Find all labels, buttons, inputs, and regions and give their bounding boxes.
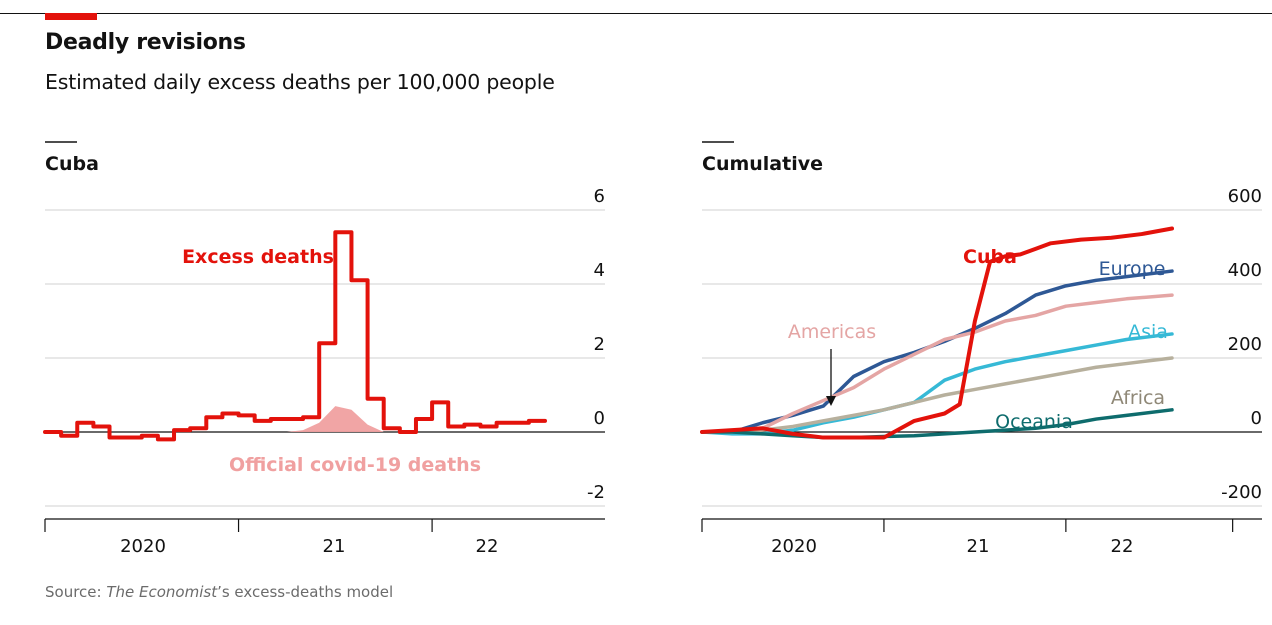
left-x-label-2020: 2020 bbox=[120, 536, 166, 557]
americas-pointer-arrow bbox=[826, 396, 836, 406]
label-official-covid-deaths: Official covid-19 deaths bbox=[229, 454, 481, 476]
left-y-tick-label: -2 bbox=[587, 482, 605, 503]
right-y-tick-label: 200 bbox=[1228, 334, 1262, 355]
left-y-tick-label: 4 bbox=[594, 260, 605, 281]
right-y-tick-label: 0 bbox=[1251, 408, 1262, 429]
right-y-tick-label: -200 bbox=[1221, 482, 1262, 503]
right-x-label-2020: 2020 bbox=[771, 536, 817, 557]
right-y-tick-label: 600 bbox=[1228, 186, 1262, 207]
right-x-label-22: 22 bbox=[1111, 536, 1134, 557]
right-series-line-oceania bbox=[700, 408, 1174, 440]
label-excess-deaths: Excess deaths bbox=[182, 246, 334, 268]
label-europe: Europe bbox=[1099, 258, 1166, 280]
source-publication: The Economist bbox=[106, 583, 218, 601]
left-x-label-21: 21 bbox=[323, 536, 346, 557]
label-cuba: Cuba bbox=[963, 246, 1017, 268]
left-panel: Cuba 6 4 2 0 -2 2020 21 22 Excess deaths Off… bbox=[43, 141, 605, 557]
left-x-label-22: 22 bbox=[476, 536, 499, 557]
right-series-line-europe bbox=[700, 269, 1174, 434]
right-series-line-africa bbox=[700, 356, 1174, 434]
brand-red-bar bbox=[45, 13, 97, 20]
chart-subtitle: Estimated daily excess deaths per 100,00… bbox=[45, 70, 555, 94]
chart-title: Deadly revisions bbox=[45, 30, 246, 55]
left-series-line-excess-deaths bbox=[43, 230, 547, 442]
left-y-tick-label: 0 bbox=[594, 408, 605, 429]
right-x-label-21: 21 bbox=[967, 536, 990, 557]
label-americas: Americas bbox=[788, 321, 876, 343]
source-note: Source: The Economist’s excess-deaths mo… bbox=[45, 583, 393, 601]
left-y-tick-label: 6 bbox=[594, 186, 605, 207]
left-panel-title: Cuba bbox=[45, 153, 99, 175]
right-panel-title: Cumulative bbox=[702, 153, 823, 175]
left-y-tick-label: 2 bbox=[594, 334, 605, 355]
label-oceania: Oceania bbox=[995, 411, 1073, 433]
source-prefix: Source: bbox=[45, 583, 107, 601]
right-series-line-americas bbox=[700, 293, 1174, 434]
label-asia: Asia bbox=[1128, 321, 1168, 343]
series-area-official-covid-19-deaths bbox=[286, 406, 384, 432]
right-panel: Cumulative 600 400 200 0 -200 2020 21 22 Cub… bbox=[700, 141, 1262, 557]
source-suffix: ’s excess-deaths model bbox=[217, 583, 394, 601]
top-rule bbox=[0, 13, 1272, 14]
label-africa: Africa bbox=[1111, 387, 1165, 409]
right-series-line-cuba bbox=[700, 226, 1174, 440]
right-y-tick-label: 400 bbox=[1228, 260, 1262, 281]
